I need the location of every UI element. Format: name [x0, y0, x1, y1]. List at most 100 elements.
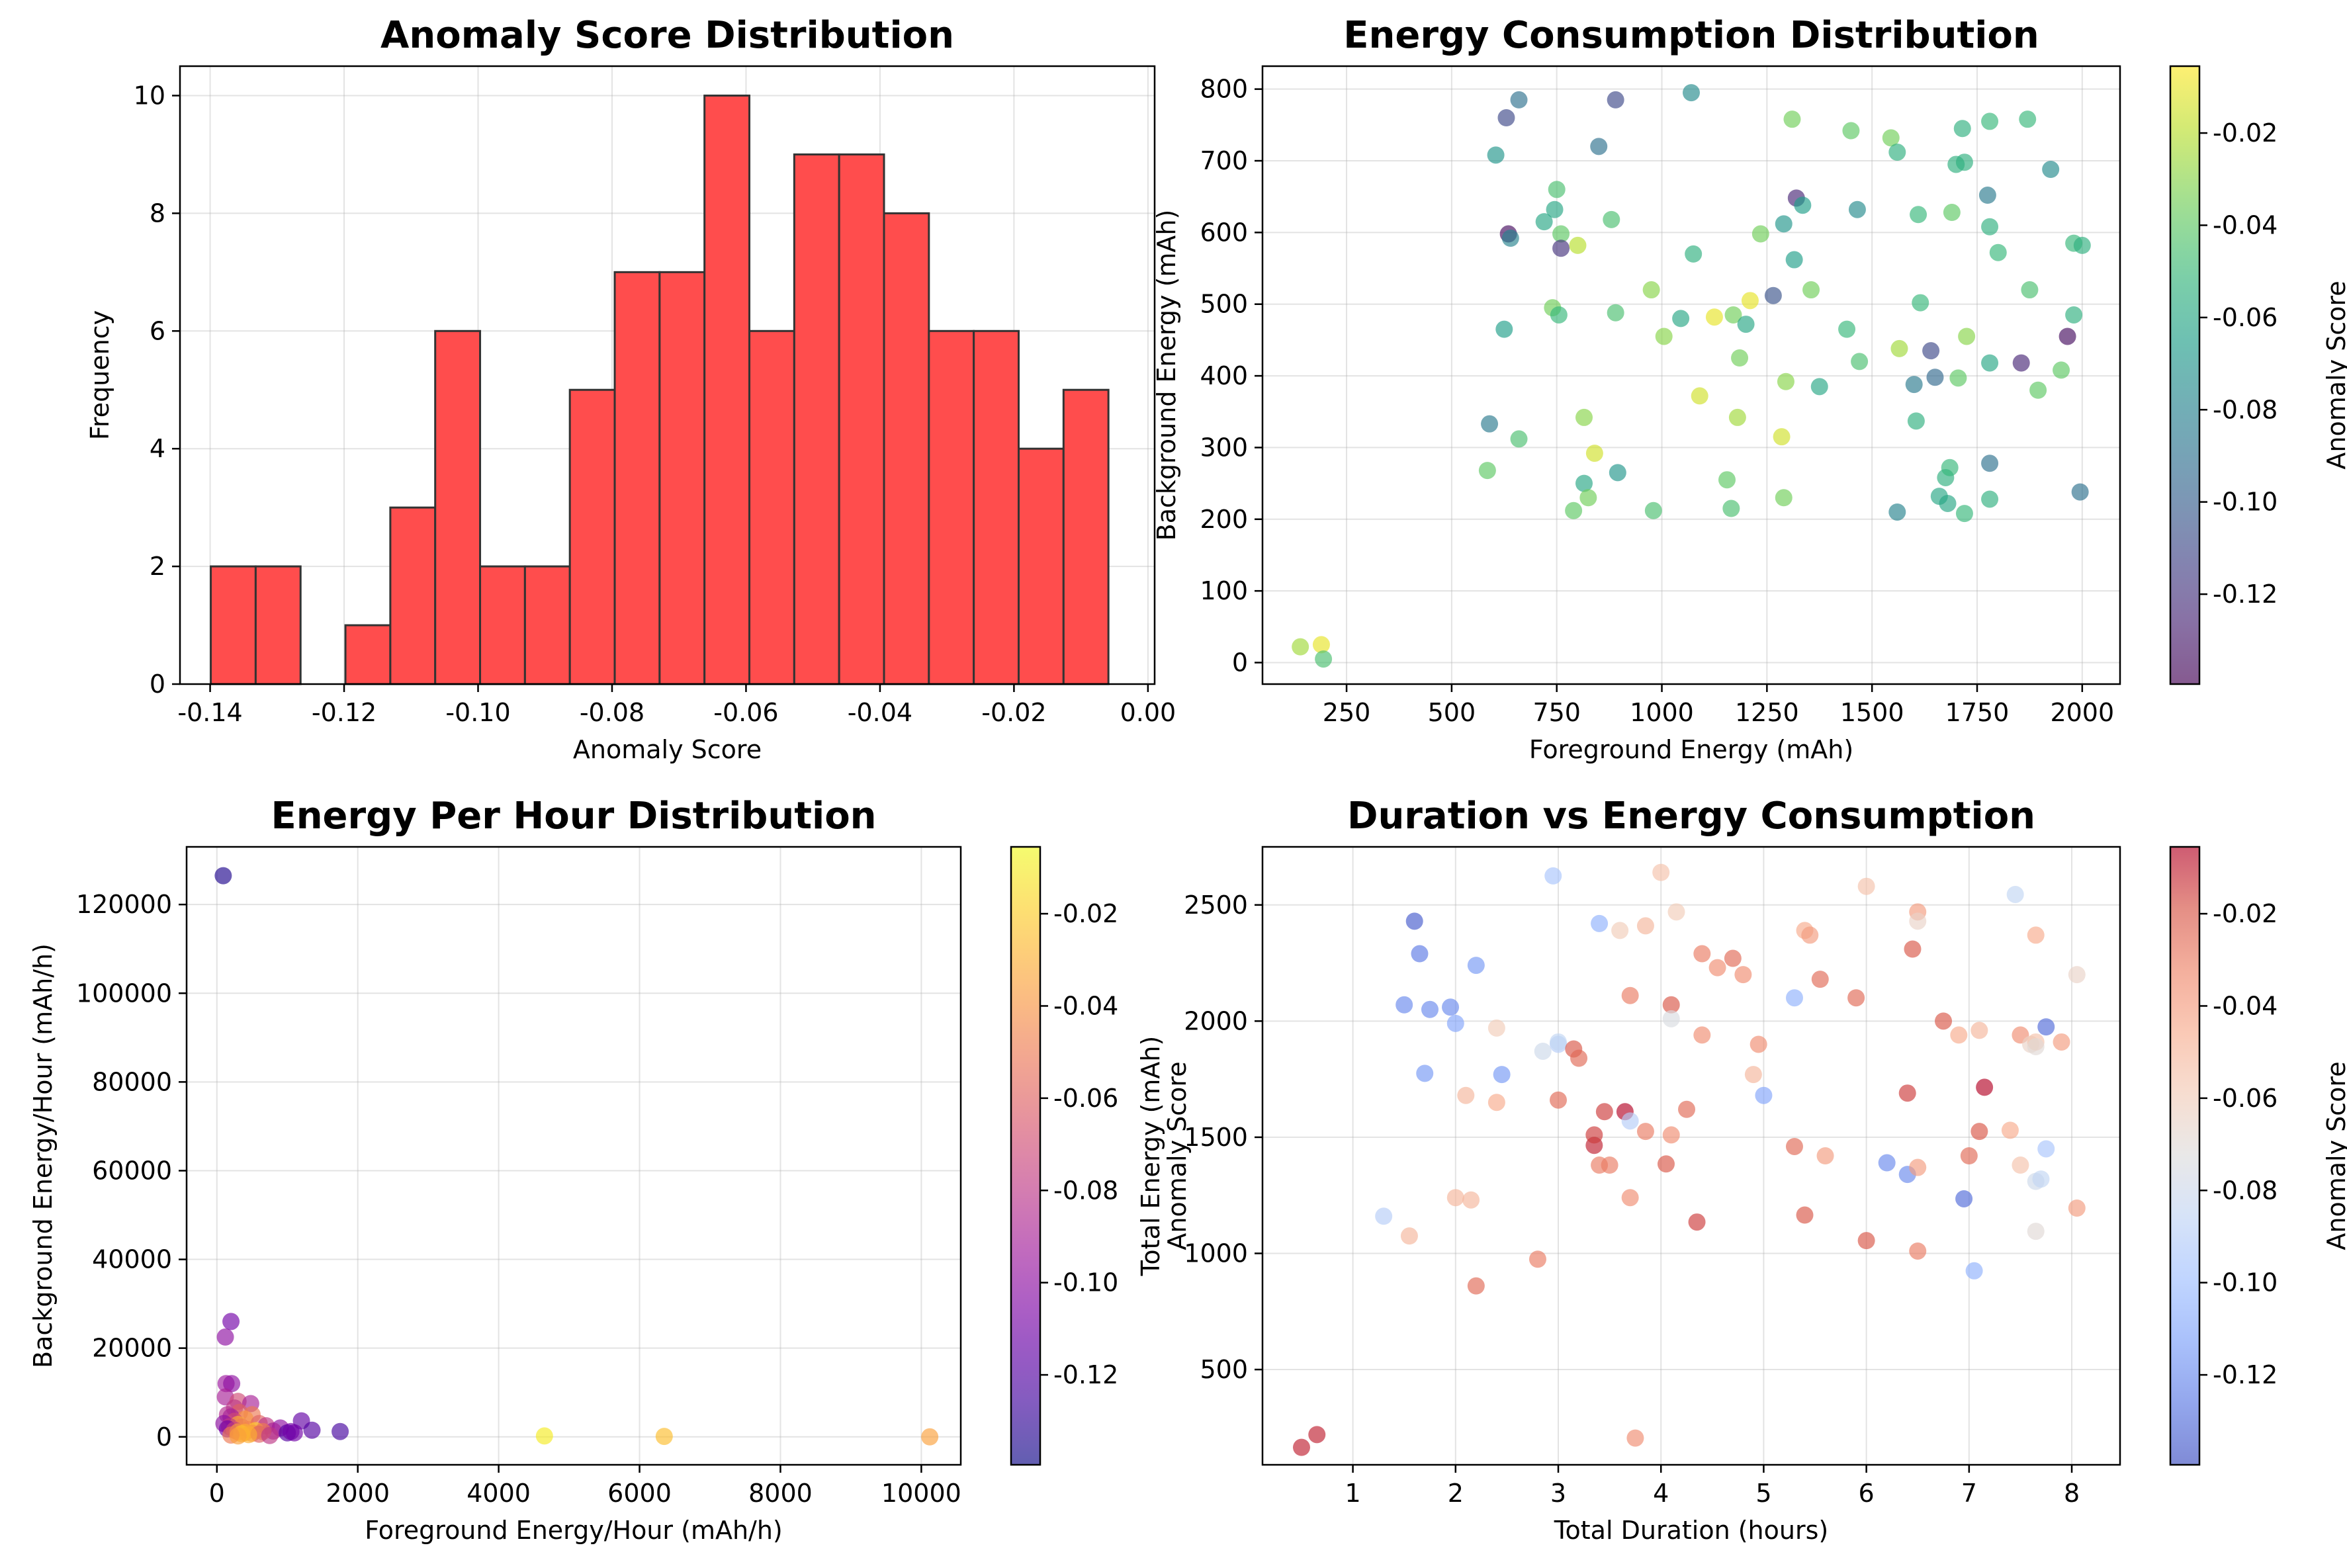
data-point	[2027, 1223, 2045, 1241]
data-point	[1570, 1049, 1588, 1067]
data-point	[1575, 408, 1593, 426]
histogram-bar	[973, 329, 1020, 685]
data-point	[1728, 408, 1746, 426]
histogram-bar	[1017, 447, 1065, 685]
data-point	[229, 1427, 247, 1445]
data-point	[1569, 236, 1587, 254]
data-point	[1926, 369, 1944, 386]
data-point	[2042, 161, 2060, 179]
data-point	[1802, 281, 1820, 299]
data-point	[1705, 308, 1723, 326]
colorbar-label: Anomaly Score	[1163, 1061, 1192, 1250]
data-point	[223, 1375, 241, 1393]
colorbar-tick-label: -0.08	[2213, 395, 2278, 424]
data-point	[1848, 200, 1866, 218]
y-tick-label: 100000	[76, 979, 172, 1008]
colorbar	[2169, 846, 2201, 1466]
data-point	[1621, 1189, 1639, 1207]
data-point	[1534, 1042, 1552, 1060]
data-point	[1960, 1147, 1978, 1164]
data-point	[1976, 1078, 1994, 1096]
data-point	[1535, 213, 1553, 231]
x-tick-label: 5	[1755, 1479, 1771, 1508]
data-point	[1981, 218, 1999, 236]
data-point	[1910, 206, 1927, 224]
data-point	[1621, 986, 1639, 1004]
data-point	[222, 1313, 240, 1330]
histogram-bar	[883, 212, 930, 685]
data-point	[1718, 471, 1736, 489]
x-tick-label: 4000	[466, 1479, 531, 1508]
x-tick-label: -0.14	[177, 698, 242, 727]
colorbar-tick-label: -0.06	[1053, 1084, 1118, 1113]
data-point	[1685, 245, 1703, 263]
data-point	[1590, 138, 1608, 155]
plot-frame	[185, 846, 962, 1466]
x-axis-label: Foreground Energy (mAh)	[1529, 735, 1853, 764]
data-point	[1495, 320, 1513, 338]
data-point	[1585, 1126, 1603, 1144]
plot-frame	[1261, 846, 2121, 1466]
data-point	[1857, 877, 1875, 895]
data-point	[1478, 462, 1496, 480]
data-point	[1783, 110, 1801, 128]
x-tick-label: 1	[1345, 1479, 1360, 1508]
data-point	[1636, 917, 1654, 935]
colorbar	[2169, 65, 2201, 685]
energy-consumption-scatter: -0.12 -0.10 -0.08 -0.06 -0.04 -0.02 Anomaly Sc…	[1152, 14, 2347, 764]
data-point	[1888, 503, 1906, 521]
data-point	[2021, 281, 2039, 299]
data-point	[1672, 310, 1690, 327]
data-point	[1971, 1022, 1988, 1039]
data-point	[1905, 376, 1923, 394]
y-tick-label: 2500	[1184, 891, 1248, 920]
colorbar	[1010, 846, 1041, 1466]
data-point	[1978, 187, 1996, 204]
x-tick-label: 0.00	[1120, 698, 1176, 727]
data-point	[1907, 412, 1925, 430]
x-tick-label: 2000	[326, 1479, 390, 1508]
x-tick-label: 10000	[881, 1479, 961, 1508]
data-point	[1965, 1262, 1983, 1280]
data-point	[332, 1422, 349, 1440]
y-tick-label: 60000	[92, 1156, 172, 1185]
scatter-points	[1292, 84, 2091, 668]
data-point	[1565, 501, 1583, 519]
y-tick-label: 800	[1200, 75, 1248, 104]
colorbar-tick-label: -0.12	[1053, 1360, 1118, 1389]
data-point	[1652, 863, 1670, 881]
x-tick-label: 8000	[748, 1479, 813, 1508]
x-axis-label: Foreground Energy/Hour (mAh/h)	[365, 1516, 783, 1545]
data-point	[1971, 1123, 1988, 1141]
data-point	[1609, 464, 1626, 482]
data-point	[1737, 316, 1755, 333]
data-point	[1764, 286, 1782, 304]
data-point	[2019, 110, 2037, 128]
y-tick-label: 40000	[92, 1245, 172, 1274]
data-point	[1621, 1112, 1639, 1130]
data-point	[261, 1426, 279, 1444]
data-point	[1591, 914, 1609, 932]
y-tick-label: 700	[1200, 146, 1248, 175]
data-point	[1550, 1033, 1568, 1051]
data-point	[1955, 1190, 1973, 1207]
data-point	[1898, 1084, 1916, 1102]
data-point	[1878, 1154, 1896, 1172]
x-tick-label: 1000	[1630, 698, 1694, 727]
data-point	[1636, 1123, 1654, 1141]
x-tick-label: -0.08	[580, 698, 644, 727]
x-tick-label: 500	[1428, 698, 1476, 727]
data-point	[2037, 1018, 2055, 1036]
data-point	[1904, 940, 1922, 958]
data-point	[1585, 445, 1603, 462]
data-point	[2032, 1170, 2050, 1188]
data-point	[1857, 1232, 1875, 1250]
data-point	[1487, 146, 1505, 164]
colorbar-tick-label: -0.02	[1053, 899, 1118, 928]
data-point	[2053, 361, 2070, 379]
data-point	[1657, 1155, 1675, 1173]
y-tick-label: 500	[1200, 1355, 1248, 1384]
y-axis-label: Background Energy (mAh)	[1152, 210, 1181, 541]
x-tick-label: 7	[1961, 1479, 1977, 1508]
x-tick-label: -0.04	[848, 698, 912, 727]
